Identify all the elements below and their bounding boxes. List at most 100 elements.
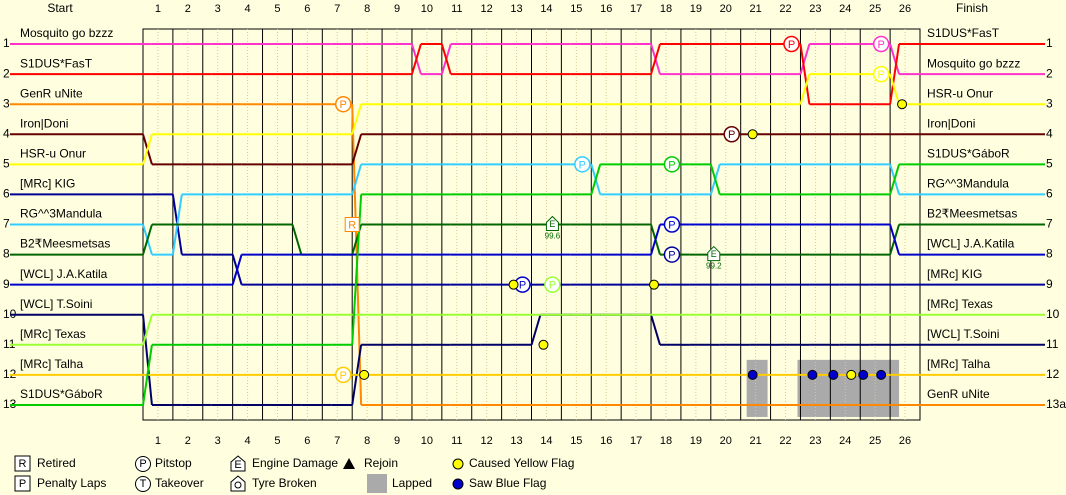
line-connector [351,164,363,195]
y-tick-label: 6 [3,187,10,201]
y2-tick-label: 6 [1046,187,1053,201]
line-connector [889,224,901,255]
pitstop-marker [544,276,561,293]
finish-driver-label: HSR-u Onur [927,86,993,100]
x-tick-label: 22 [779,3,791,15]
yellow-flag [359,369,370,380]
x-tick-label: 10 [421,3,433,15]
y2-tick-label: 11 [1046,337,1059,351]
pitstop-symbol: P [579,159,586,171]
legend-label: Pitstop [155,456,192,470]
y-tick-label: 1 [3,36,10,50]
driver-line [10,223,1045,286]
x-tick-label: 9 [394,435,400,447]
start-driver-label: B2₹Meesmetsas [20,237,110,251]
line-connector [799,43,811,105]
legend-icon [135,456,151,472]
x-tick-label: 21 [750,435,762,447]
x-tick-label: 25 [869,3,881,15]
x-tick-label: 12 [481,3,493,15]
blue-flag [828,369,839,380]
driver-line [10,43,1045,76]
line-connector [351,103,363,135]
pitstop-marker [334,366,352,384]
legend-symbol: E [234,459,241,471]
yellow-flag [897,99,908,110]
line-connector [142,133,153,165]
x-tick-label: 15 [570,3,582,15]
finish-driver-label: GenR uNite [927,387,990,401]
x-tick-label: 20 [720,435,732,447]
legend-icon [14,455,31,472]
x-tick-label: 14 [540,3,552,15]
line-connector [650,224,661,255]
legend-icon [234,481,242,489]
yellow-flag [747,129,758,140]
x-tick-label: 24 [839,3,851,15]
start-driver-label: RG^^3Mandula [20,207,102,221]
start-title: Start [47,1,73,15]
blue-flag [876,369,887,380]
x-tick-label: 13 [510,3,522,15]
x-tick-label: 5 [274,3,280,15]
blue-flag [747,369,758,380]
legend-icon [135,476,151,492]
x-tick-label: 11 [451,3,462,15]
line-connector [530,314,542,346]
legend-symbol: R [19,458,27,470]
driver-line [10,163,1045,256]
driver-line [10,133,1045,166]
engine-damage-symbol: E [711,249,717,259]
finish-driver-label: Mosquito go bzzz [927,56,1020,70]
legend-label: Caused Yellow Flag [469,456,574,470]
line-connector [142,314,153,346]
finish-driver-label: [WCL] J.A.Katila [927,237,1015,251]
x-tick-label: 13 [510,435,522,447]
x-tick-label: 12 [481,435,493,447]
line-connector [889,164,901,195]
driver-line [10,313,1045,346]
line-connector [142,314,153,406]
x-tick-label: 26 [899,435,911,447]
legend-label: Lapped [392,476,432,490]
pitstop-symbol: P [877,69,884,81]
finish-driver-label: RG^^3Mandula [927,177,1009,191]
start-driver-label: Mosquito go bzzz [20,26,113,40]
y-tick-label: 2 [3,66,10,80]
legend-icon [14,475,31,492]
x-tick-label: 21 [750,3,762,15]
legend-label: Tyre Broken [252,476,317,490]
pitstop-symbol: P [668,219,675,231]
x-tick-label: 8 [364,435,370,447]
start-driver-label: HSR-u Onur [20,147,86,161]
x-tick-label: 7 [334,435,340,447]
finish-driver-label: S1DUS*FasT [927,26,1000,40]
line-connector [709,164,721,195]
pitstop-symbol: P [340,370,347,382]
yellow-flag [846,369,857,380]
yellow-flag [508,279,519,290]
y2-tick-label: 5 [1046,157,1053,171]
engine-damage-label: 99.2 [706,262,722,271]
legend-label: Penalty Laps [37,476,106,490]
start-driver-label: [MRc] Talha [20,357,83,371]
start-driver-label: [MRc] KIG [20,177,75,191]
pitstop-symbol: P [340,99,347,111]
line-connector [231,254,243,285]
line-connector [291,224,303,255]
x-tick-label: 1 [155,435,161,447]
pitstop-symbol: P [549,280,556,292]
pitstop-symbol: P [519,280,526,292]
legend-icon [367,474,387,493]
line-connector [650,43,661,75]
legend-label: Takeover [155,476,204,490]
pitstop-marker [574,156,591,173]
pitstop-marker [663,156,681,173]
x-tick-label: 19 [690,435,702,447]
x-tick-label: 6 [304,435,310,447]
y-tick-label: 10 [3,307,17,321]
legend-label: Saw Blue Flag [469,476,546,490]
engine-damage-marker [545,215,559,231]
